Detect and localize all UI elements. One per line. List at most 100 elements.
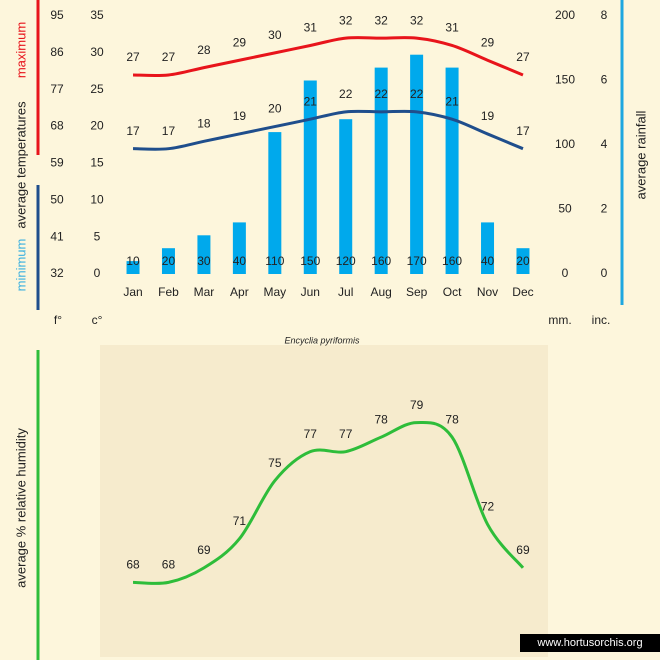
chart-title: Encyclia pyriformis (284, 335, 360, 345)
point-label: 19 (481, 109, 495, 123)
y2-tick-label: 0 (562, 266, 569, 280)
bar (481, 222, 495, 274)
point-label: 32 (339, 13, 353, 27)
bar-label: 160 (371, 254, 391, 268)
bar-label: 30 (197, 254, 211, 268)
y-tick-label: 0 (94, 266, 101, 280)
bar (197, 235, 211, 274)
humidity-panel (100, 345, 548, 657)
yf-tick-label: 50 (50, 192, 64, 206)
yf-tick-label: 68 (50, 119, 64, 133)
point-label: 71 (233, 514, 247, 528)
unit-mm: mm. (548, 313, 571, 327)
bar-label: 170 (407, 254, 427, 268)
bar-label: 110 (265, 254, 284, 268)
x-tick-label: Jan (123, 285, 142, 299)
point-label: 27 (162, 50, 176, 64)
point-label: 69 (197, 543, 211, 557)
y2-label: average rainfall (633, 110, 648, 199)
x-tick-label: Feb (158, 285, 179, 299)
bar (374, 67, 388, 274)
x-tick-label: Aug (370, 285, 391, 299)
point-label: 31 (445, 21, 459, 35)
humidity-label: average % relative humidity (13, 428, 28, 588)
bar (268, 132, 282, 274)
point-label: 22 (410, 87, 424, 101)
point-label: 79 (410, 398, 424, 412)
y-tick-label: 5 (94, 229, 101, 243)
y2-tick-label: 150 (555, 73, 575, 87)
point-label: 22 (374, 87, 388, 101)
x-tick-label: Mar (194, 285, 215, 299)
bar-label: 40 (233, 254, 247, 268)
bar-label: 20 (516, 254, 530, 268)
bar (410, 54, 424, 275)
bar (126, 261, 140, 274)
y-label: average temperatures (13, 101, 28, 229)
point-label: 77 (339, 427, 353, 441)
yf-tick-label: 32 (50, 266, 64, 280)
line (133, 36, 524, 78)
bar (339, 119, 353, 274)
x-tick-label: Jul (338, 285, 353, 299)
legend-max: maximum (13, 22, 28, 78)
y2-tick-label: 50 (558, 202, 572, 216)
bar (516, 248, 530, 274)
legend-min: minimum (13, 239, 28, 292)
point-label: 77 (304, 427, 318, 441)
bar (303, 80, 317, 274)
yf-tick-label: 41 (50, 229, 64, 243)
watermark-bg (520, 634, 660, 652)
y-tick-label: 15 (90, 156, 104, 170)
point-label: 22 (339, 87, 353, 101)
point-label: 30 (268, 28, 282, 42)
y2in-tick-label: 0 (601, 266, 608, 280)
point-label: 21 (304, 94, 318, 108)
point-label: 18 (197, 116, 211, 130)
y-tick-label: 25 (90, 82, 104, 96)
x-tick-label: Nov (477, 285, 498, 299)
bar (232, 222, 246, 274)
y2-tick-label: 200 (555, 8, 575, 22)
point-label: 17 (162, 124, 176, 138)
bar (161, 248, 175, 274)
x-tick-label: May (263, 285, 286, 299)
yf-tick-label: 59 (50, 156, 64, 170)
y-tick-label: 20 (90, 119, 104, 133)
x-tick-label: Dec (512, 285, 533, 299)
unit-f: f° (54, 313, 62, 327)
bar-label: 160 (442, 254, 462, 268)
bar-label: 40 (481, 254, 495, 268)
x-tick-label: Sep (406, 285, 428, 299)
point-label: 17 (126, 124, 140, 138)
point-label: 78 (374, 412, 388, 426)
x-tick-label: Jun (301, 285, 320, 299)
point-label: 21 (445, 94, 459, 108)
bar-label: 20 (162, 254, 176, 268)
bar-label: 120 (336, 254, 356, 268)
point-label: 27 (516, 50, 530, 64)
yf-tick-label: 86 (50, 45, 64, 59)
point-label: 19 (233, 109, 247, 123)
point-label: 17 (516, 124, 530, 138)
watermark: www.hortusorchis.org (536, 637, 642, 649)
yf-tick-label: 77 (50, 82, 64, 96)
bar-label: 150 (300, 254, 320, 268)
point-label: 27 (126, 50, 140, 64)
y2-tick-label: 100 (555, 137, 575, 151)
yf-tick-label: 95 (50, 8, 64, 22)
point-label: 68 (162, 558, 176, 572)
point-label: 29 (481, 35, 495, 49)
y2in-tick-label: 2 (601, 202, 608, 216)
y-tick-label: 35 (90, 8, 104, 22)
y2in-tick-label: 4 (601, 137, 608, 151)
bar-label: 10 (126, 254, 140, 268)
point-label: 20 (268, 102, 282, 116)
point-label: 32 (374, 13, 388, 27)
x-tick-label: Oct (443, 285, 462, 299)
unit-c: c° (92, 313, 103, 327)
point-label: 75 (268, 456, 282, 470)
point-label: 31 (304, 21, 318, 35)
y-tick-label: 10 (90, 192, 104, 206)
